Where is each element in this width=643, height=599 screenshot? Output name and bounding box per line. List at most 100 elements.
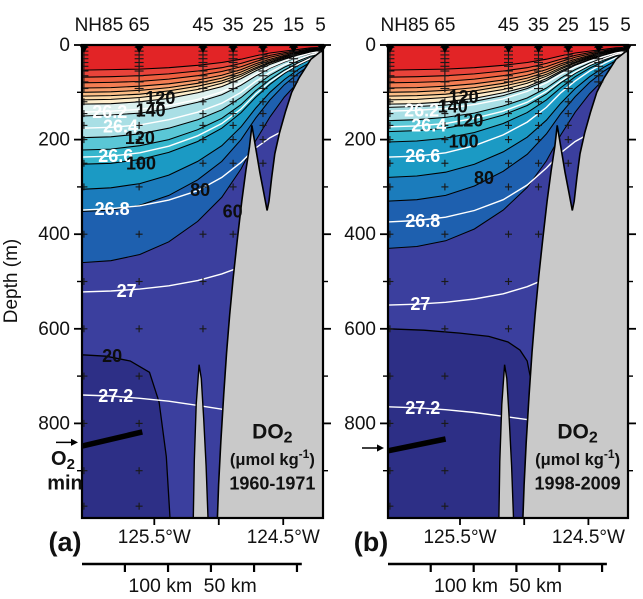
do2-contour-line xyxy=(388,57,628,202)
depth-tick-label: 0 xyxy=(59,35,70,56)
density-contour-label: 26.6 xyxy=(405,146,440,166)
station-label: NH85 xyxy=(75,15,124,36)
station-marker-triangle xyxy=(288,45,299,53)
panel-b: 26.226.426.626.82727.214012012010080DO2(… xyxy=(344,15,636,597)
station-label: 35 xyxy=(528,15,549,36)
panel-letter: (b) xyxy=(354,527,388,557)
distance-label: 100 km xyxy=(434,575,498,597)
do2-units: (μmol kg-1) xyxy=(230,447,315,469)
depth-tick-label: 400 xyxy=(38,224,70,245)
do2-contour-label: 140 xyxy=(438,96,468,116)
do2-contour-line xyxy=(82,48,323,89)
distance-label: 100 km xyxy=(128,575,192,597)
panel-letter: (a) xyxy=(49,527,82,557)
do2-contour-label: 120 xyxy=(145,88,175,108)
station-marker-triangle xyxy=(622,45,632,53)
density-contour-line xyxy=(82,54,323,158)
do2-contour-label: 140 xyxy=(136,100,166,120)
station-sampling-marks xyxy=(258,45,268,167)
density-contour-label: 26.2 xyxy=(92,102,127,122)
o2-min-depth-bar xyxy=(82,429,143,449)
do2-min-region xyxy=(388,328,536,518)
depth-tick-label: 800 xyxy=(344,413,376,434)
longitude-label: 125.5°W xyxy=(118,527,191,548)
station-marker-triangle xyxy=(503,45,514,53)
depth-tick-label: 0 xyxy=(365,35,376,56)
depth-tick-label: 200 xyxy=(38,130,70,151)
density-contour-label: 26.8 xyxy=(95,199,130,219)
depth-tick-label: 400 xyxy=(344,224,376,245)
do2-contour-line xyxy=(82,46,323,71)
do2-contour-line xyxy=(82,54,323,165)
station-sampling-marks xyxy=(440,45,450,510)
do2-contour-line xyxy=(388,50,628,108)
do2-band xyxy=(82,48,323,88)
period-label: 1998-2009 xyxy=(535,474,621,494)
density-contour-line xyxy=(388,51,628,128)
o2-min-depth-bar xyxy=(388,436,447,454)
station-label: 25 xyxy=(558,15,579,36)
depth-tick-label: 200 xyxy=(344,130,376,151)
density-contour-label: 26.4 xyxy=(411,115,446,135)
density-contour-line xyxy=(82,50,323,113)
density-contour-line xyxy=(388,50,628,112)
do2-contour-line xyxy=(388,51,628,122)
density-contour-line xyxy=(388,53,628,158)
distance-label: 50 km xyxy=(204,575,257,597)
station-marker-triangle xyxy=(594,45,604,53)
density-contour-label: 26.2 xyxy=(404,100,439,120)
density-contour-label: 27.2 xyxy=(405,398,440,418)
distance-label: 50 km xyxy=(509,575,562,597)
depth-tick-label: 800 xyxy=(38,413,70,434)
station-marker-triangle xyxy=(134,45,144,53)
land-seafloor xyxy=(522,48,628,518)
longitude-label: 124.5°W xyxy=(247,527,320,548)
density-contour-label: 27.2 xyxy=(98,386,133,406)
do2-contour-label: 20 xyxy=(102,346,122,366)
do2-title: DO2 xyxy=(557,421,598,447)
density-contour-label: 26.8 xyxy=(405,211,440,231)
do2-title: DO2 xyxy=(252,421,293,447)
do2-band xyxy=(82,59,323,263)
do2-contour-label: 60 xyxy=(223,201,243,221)
do2-contour-line xyxy=(82,56,323,190)
do2-contour-label: 100 xyxy=(449,131,479,151)
do2-contour-label: 120 xyxy=(453,111,483,131)
density-contour-label: 26.4 xyxy=(103,116,138,136)
do2-contour-line xyxy=(388,48,628,89)
plot-area xyxy=(82,45,323,518)
do2-contour-line xyxy=(82,53,323,151)
station-label: 65 xyxy=(434,15,455,36)
station-sampling-marks xyxy=(533,45,543,238)
density-contour-label: 26.6 xyxy=(98,146,133,166)
canyon-wall-ridge xyxy=(498,364,515,518)
station-label: NH85 xyxy=(381,15,430,36)
do2-band xyxy=(388,48,628,88)
canyon-wall-ridge xyxy=(192,364,209,518)
do2-band xyxy=(82,53,323,150)
station-marker-triangle xyxy=(563,45,573,53)
do2-contour-line xyxy=(82,49,323,97)
station-marker-triangle xyxy=(198,45,208,53)
station-label: 5 xyxy=(620,15,631,36)
do2-band xyxy=(82,54,323,165)
station-marker-triangle xyxy=(228,45,238,53)
station-marker-triangle xyxy=(385,45,395,53)
station-marker-triangle xyxy=(533,45,544,53)
longitude-label: 125.5°W xyxy=(423,527,496,548)
depth-tick-label: 600 xyxy=(38,319,70,340)
station-marker-triangle xyxy=(79,45,89,53)
o2-min-label-line2: min xyxy=(47,473,83,495)
station-label: 45 xyxy=(498,15,519,36)
do2-contour-label: 120 xyxy=(125,128,155,148)
panel-a: 26.226.426.626.82727.2140120120100806020… xyxy=(1,15,331,597)
station-label: 65 xyxy=(129,15,150,36)
do2-units: (μmol kg-1) xyxy=(535,447,620,469)
depth-axis-title: Depth (m) xyxy=(1,239,22,323)
station-marker-triangle xyxy=(317,45,327,53)
land-seafloor xyxy=(216,48,323,518)
station-label: 15 xyxy=(588,15,609,36)
station-marker-triangle xyxy=(440,45,450,53)
